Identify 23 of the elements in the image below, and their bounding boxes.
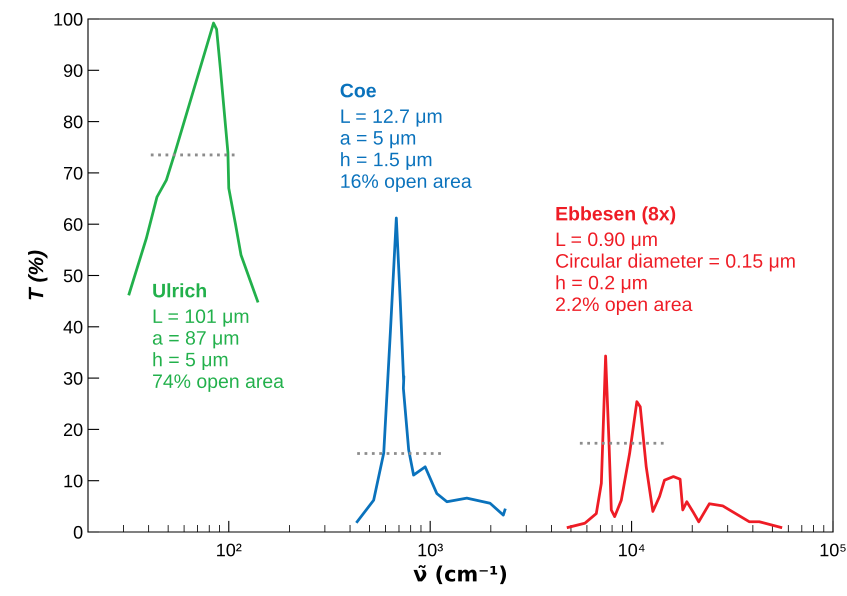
y-tick-label: 80 [64,116,82,128]
y-tick-label: 70 [64,166,82,180]
x-tick-label: 10² [217,544,242,556]
annotation: L = 12.7 μm a = 5 μm h = 1.5 μm 16% open area [340,109,472,192]
y-tick-label: 30 [64,372,82,385]
annotation: L = 101 μm a = 87 μm h = 5 μm 74% open area [152,309,284,392]
text: Ebbesen (8x) [556,206,676,224]
y-tick-label: 90 [64,64,82,78]
x-tick-label: 10³ [418,544,443,556]
x-tick-label: 10⁴ [619,544,645,556]
y-tick-label: 60 [64,218,82,231]
x-tick-label: 10⁵ [820,544,846,556]
text: Coe [340,84,376,98]
y-tick-label: 50 [64,269,82,282]
x-axis-title: ν̃ (cm⁻¹) [413,565,506,584]
y-tick-label: 10 [64,474,82,488]
y-tick-label: 20 [64,423,82,436]
annotation: L = 0.90 μm Circular diameter = 0.15 μm h = 0.2 μm 2.2% open area [556,232,795,315]
y-axis-title: T (%) [28,250,48,300]
y-tick-label: 100 [54,12,82,26]
y-tick-label: 40 [63,320,82,334]
series-label: Ulrich [153,283,206,298]
y-tick-label: 0 [74,526,82,539]
